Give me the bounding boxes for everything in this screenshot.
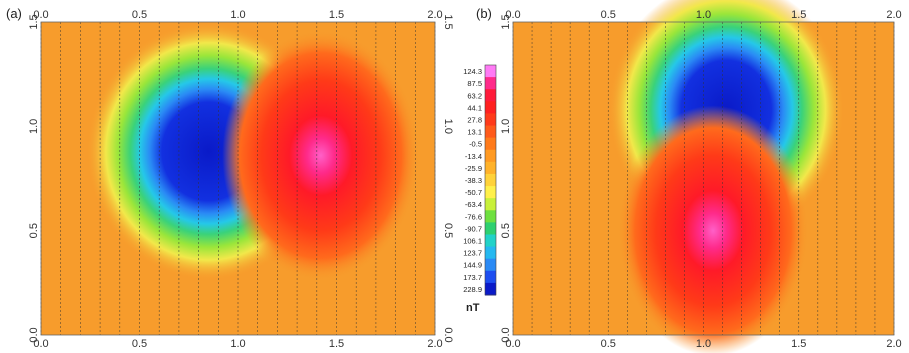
colorbar-swatch	[485, 161, 496, 175]
x-tick-label-bottom: 1.0	[230, 338, 245, 350]
colorbar-swatch	[485, 258, 496, 272]
y-tick-label-right: 0.0	[442, 327, 454, 342]
colorbar-swatch	[485, 125, 496, 139]
colorbar-label: 144.9	[463, 261, 482, 270]
x-tick-label-top: 2.0	[886, 9, 901, 21]
y-tick-label-left: 0.0	[28, 327, 40, 342]
x-tick-label-top: 0.5	[601, 9, 616, 21]
colorbar-swatch	[485, 89, 496, 102]
x-tick-label-bottom: 1.5	[791, 338, 806, 350]
colorbar-label: -76.6	[465, 212, 482, 221]
panel-a-label: (a)	[6, 6, 22, 21]
x-tick-label-top: 1.0	[696, 9, 711, 21]
colorbar-swatch	[485, 186, 496, 199]
colorbar-label: -0.5	[469, 140, 482, 149]
y-tick-label-left: 1.0	[28, 119, 40, 134]
colorbar-label: 123.7	[463, 249, 482, 258]
y-tick-label-left: 1.0	[500, 119, 512, 134]
plot-frame	[512, 21, 895, 336]
x-tick-label-top: 1.5	[329, 9, 344, 21]
x-tick-label-bottom: 1.5	[329, 338, 344, 350]
colorbar-label: -90.7	[465, 224, 482, 233]
colorbar-swatch	[485, 234, 496, 248]
colorbar-swatch	[485, 246, 496, 260]
colorbar: 124.3 87.5 63.2 44.1 27.8 13.1 -0.5 -13.4 -25.9 -…	[430, 60, 500, 320]
colorbar-scale: 124.3 87.5 63.2 44.1 27.8 13.1 -0.5 -13.4 -25.9 -…	[463, 64, 497, 296]
colorbar-label: 44.1	[467, 103, 482, 112]
colorbar-label: -13.4	[465, 152, 482, 161]
x-tick-label-top: 0.5	[132, 9, 147, 21]
colorbar-swatch	[485, 198, 496, 211]
colorbar-label: -50.7	[465, 188, 482, 197]
y-tick-label-left: 1.5	[500, 14, 512, 29]
y-tick-label-right: 1.5	[442, 14, 454, 29]
x-tick-label-bottom: 0.0	[505, 338, 520, 350]
colorbar-swatch	[485, 101, 496, 114]
x-tick-label-bottom: 0.5	[601, 338, 616, 350]
colorbar-swatch	[485, 137, 496, 151]
positive-anomaly	[222, 30, 420, 281]
colorbar-label: 63.2	[467, 91, 482, 100]
x-tick-label-top: 0.0	[505, 9, 520, 21]
colorbar-swatch	[485, 173, 496, 187]
colorbar-swatch	[485, 149, 496, 163]
y-tick-label-left: 0.5	[28, 223, 40, 238]
x-tick-label-bottom: 0.5	[132, 338, 147, 350]
colorbar-swatch	[485, 222, 496, 235]
colorbar-swatch	[485, 113, 496, 127]
x-tick-label-top: 0.0	[33, 9, 48, 21]
x-tick-label-top: 2.0	[427, 9, 442, 21]
colorbar-label: 27.8	[467, 115, 482, 124]
colorbar-label: 87.5	[467, 79, 482, 88]
colorbar-label: 106.1	[463, 237, 482, 246]
x-tick-label-bottom: 0.0	[33, 338, 48, 350]
colorbar-frame	[484, 64, 497, 296]
y-tick-label-left: 0.5	[500, 223, 512, 238]
panel-a-heatmap: 0.00.00.50.51.01.01.51.52.02.00.0 0.00.5 0…	[28, 9, 454, 350]
colorbar-label: 13.1	[467, 128, 482, 137]
panel-a: (a) 0.0 0.0 0.5 0.5 1.0 1.0 1.5 1.5 2.0 2.0 0.0 0.0…	[6, 6, 454, 350]
colorbar-label: -25.9	[465, 164, 482, 173]
y-tick-label-right: 0.5	[442, 223, 454, 238]
colorbar-swatch	[485, 210, 496, 223]
colorbar-swatch	[485, 270, 496, 284]
x-tick-label-bottom: 2.0	[886, 338, 901, 350]
x-tick-label-bottom: 2.0	[427, 338, 442, 350]
x-tick-label-top: 1.0	[230, 9, 245, 21]
colorbar-swatch	[485, 77, 496, 90]
panel-b: (b) 0.0 0.0 0.5 0.5 1.0 1.0 1.5 1.5 2.0 2.0 0.0 0.5…	[470, 0, 909, 353]
x-tick-label-top: 1.5	[791, 9, 806, 21]
y-tick-label-right: 1.0	[442, 119, 454, 134]
colorbar-swatch	[485, 65, 496, 78]
colorbar-swatch	[485, 282, 496, 296]
colorbar-label: 124.3	[463, 67, 482, 76]
colorbar-unit: nT	[466, 302, 480, 314]
colorbar-label: -63.4	[465, 200, 482, 209]
plot-frame	[40, 21, 436, 336]
colorbar-label: 173.7	[463, 273, 482, 282]
colorbar-label: -38.3	[465, 176, 482, 185]
panel-b-heatmap: 0.00.00.50.51.01.01.51.52.02.00.00.51.01…	[500, 0, 902, 353]
y-tick-label-left: 0.0	[500, 327, 512, 342]
y-tick-label-left: 1.5	[28, 14, 40, 29]
panel-b-label: (b)	[476, 6, 492, 21]
colorbar-label: 228.9	[463, 285, 482, 294]
x-tick-label-bottom: 1.0	[696, 338, 711, 350]
